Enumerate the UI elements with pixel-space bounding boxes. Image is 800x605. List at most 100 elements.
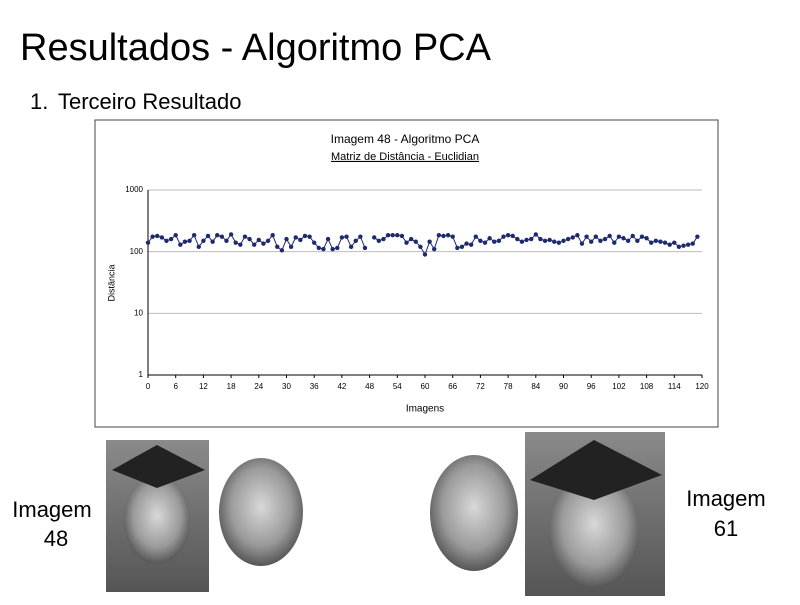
- point: [293, 235, 298, 240]
- point: [413, 239, 418, 244]
- point: [145, 240, 151, 245]
- point: [685, 242, 691, 247]
- point: [501, 234, 506, 239]
- point: [528, 236, 534, 242]
- x-tick-label: 72: [476, 382, 485, 391]
- point: [662, 240, 668, 245]
- point: [164, 238, 169, 244]
- point: [201, 238, 206, 244]
- point: [515, 236, 520, 242]
- x-tick-label: 12: [199, 382, 208, 391]
- point: [445, 232, 451, 238]
- point: [593, 234, 599, 239]
- point: [335, 245, 340, 251]
- point: [690, 241, 695, 246]
- y-axis-label: Distância: [106, 264, 116, 301]
- point: [168, 236, 174, 242]
- x-tick-label: 54: [393, 382, 402, 391]
- caption-right-2: 61: [714, 516, 738, 541]
- point: [427, 239, 432, 244]
- x-tick-label: 36: [310, 382, 319, 391]
- x-tick-label: 102: [612, 382, 626, 391]
- point: [247, 236, 252, 242]
- point: [547, 237, 552, 243]
- point: [552, 239, 557, 244]
- point: [510, 233, 515, 239]
- point: [556, 240, 562, 245]
- point: [215, 232, 220, 238]
- x-tick-label: 120: [695, 382, 709, 391]
- x-tick-label: 108: [640, 382, 654, 391]
- point: [353, 238, 358, 244]
- point: [390, 232, 395, 238]
- point: [607, 233, 612, 239]
- x-tick-label: 6: [173, 382, 178, 391]
- point: [408, 236, 414, 242]
- point: [436, 232, 442, 238]
- x-tick-label: 0: [146, 382, 151, 391]
- x-tick-label: 114: [668, 382, 681, 391]
- point: [155, 233, 160, 239]
- y-tick-label: 1000: [125, 185, 143, 194]
- point: [279, 248, 285, 253]
- point: [561, 238, 566, 244]
- x-tick-label: 90: [559, 382, 568, 391]
- point: [358, 234, 363, 239]
- x-tick-label: 48: [365, 382, 374, 391]
- caption-right-1: Imagem: [686, 486, 765, 511]
- point: [519, 239, 525, 244]
- point: [228, 232, 234, 237]
- point: [575, 232, 580, 238]
- y-tick-label: 1: [139, 370, 144, 379]
- point: [612, 240, 617, 245]
- point: [584, 234, 589, 239]
- point: [496, 238, 502, 244]
- slide-title: Resultados - Algoritmo PCA: [20, 27, 492, 69]
- point: [533, 232, 538, 237]
- point: [385, 232, 391, 238]
- point: [621, 236, 626, 241]
- point: [418, 244, 423, 249]
- point: [330, 246, 335, 252]
- point: [275, 244, 280, 249]
- point: [653, 238, 659, 244]
- chart-title: Imagem 48 - Algoritmo PCA: [331, 132, 480, 146]
- photo-61: [525, 432, 665, 596]
- x-tick-label: 78: [504, 382, 513, 391]
- point: [159, 235, 165, 240]
- point: [473, 234, 478, 239]
- point: [422, 252, 428, 257]
- point: [505, 232, 511, 238]
- point: [372, 235, 377, 240]
- point: [492, 239, 497, 244]
- face-48: [217, 458, 306, 568]
- point: [579, 241, 585, 246]
- point: [542, 238, 548, 244]
- x-tick-label: 24: [254, 382, 263, 391]
- x-tick-label: 60: [421, 382, 430, 391]
- chart-subtitle: Matriz de Distância - Euclidian: [331, 151, 479, 163]
- point: [450, 234, 455, 239]
- point: [187, 238, 192, 244]
- point: [455, 245, 460, 251]
- point: [196, 244, 201, 249]
- point: [468, 242, 474, 247]
- caption-left-2: 48: [44, 526, 68, 551]
- point: [381, 236, 386, 242]
- point: [482, 240, 488, 245]
- point: [635, 238, 640, 244]
- caption-left-1: Imagem: [12, 497, 91, 522]
- point: [598, 238, 603, 244]
- plot-area: 1 10 100 1000 0 6 12 18 24 30 36 42 48 54 60 66 72 78 84 90…: [125, 185, 709, 391]
- point: [695, 234, 700, 239]
- point: [487, 236, 492, 241]
- point: [681, 243, 686, 248]
- point: [321, 246, 326, 252]
- point: [270, 232, 275, 238]
- point: [344, 234, 349, 239]
- chart-frame: [94, 119, 719, 428]
- point: [672, 240, 677, 245]
- point: [676, 244, 682, 249]
- point: [639, 234, 645, 239]
- point: [265, 238, 271, 244]
